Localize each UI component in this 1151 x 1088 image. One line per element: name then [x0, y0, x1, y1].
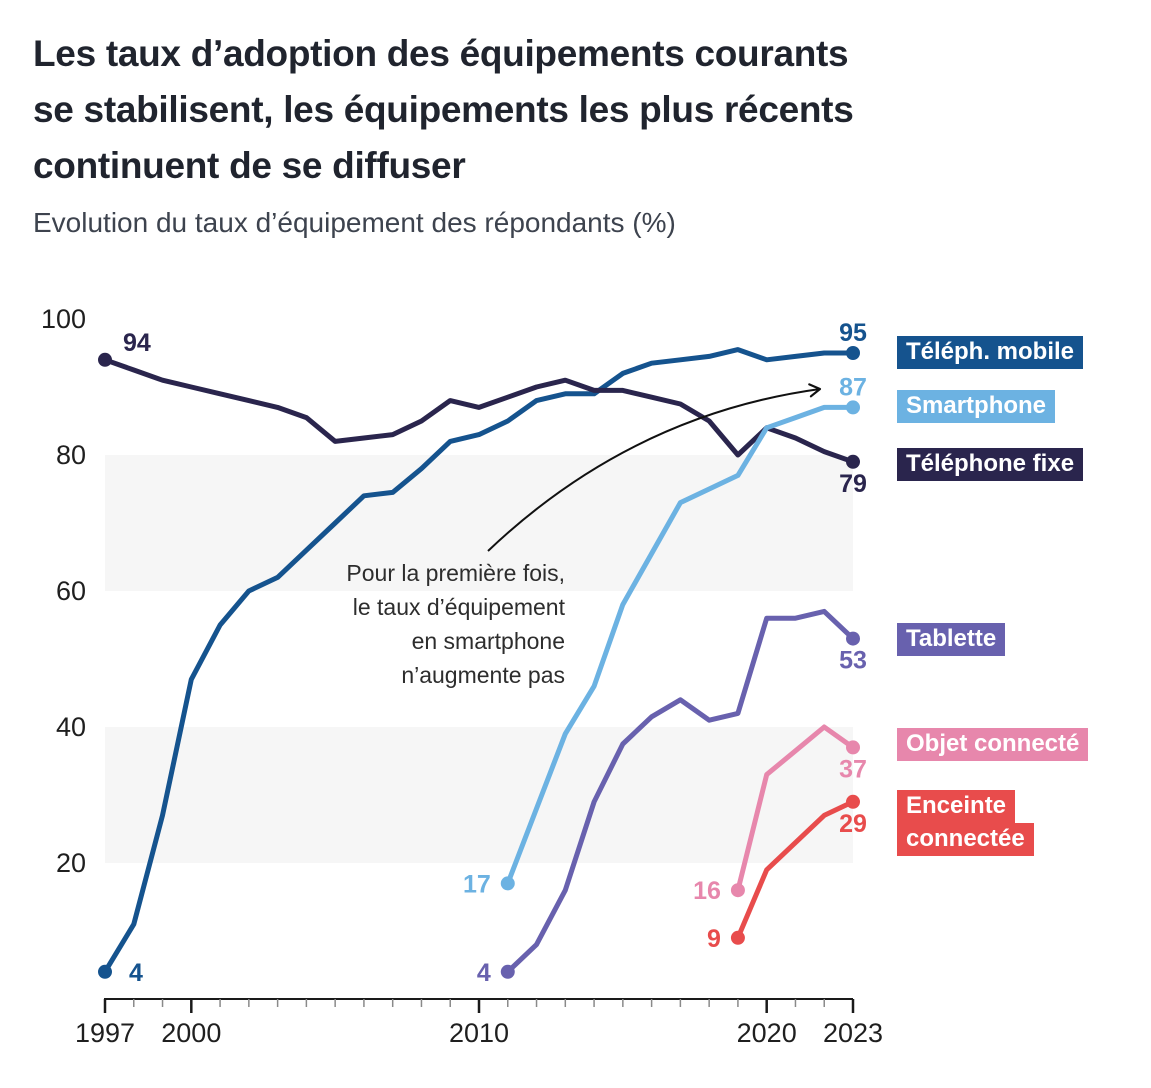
- series-endpoints: [98, 346, 860, 979]
- series-line-tablette: [505, 608, 856, 975]
- end-value-label-tablette: 53: [839, 647, 867, 675]
- y-tick-label: 100: [41, 304, 86, 334]
- legend-smartphone: Smartphone: [897, 390, 1056, 423]
- y-tick-label: 20: [56, 848, 86, 878]
- series-end-dot-telephone-fixe: [846, 454, 860, 469]
- axes: 1997 2000 2010 2020 2023 100 80 60 40 20: [41, 304, 883, 1048]
- x-tick-label: 2023: [823, 1018, 883, 1048]
- band-20-40: [105, 727, 853, 863]
- series-start-dot-objet-connecte: [730, 883, 745, 898]
- series-line-objet-connecte: [735, 724, 856, 893]
- series-line-smartphone: [505, 404, 856, 886]
- legend-tablette: Tablette: [897, 623, 1006, 656]
- series-end-dot-enceinte-connectee: [846, 794, 860, 809]
- end-value-label-smartphone: 87: [839, 373, 867, 401]
- end-value-label-objet-connecte: 37: [839, 755, 867, 783]
- series-end-dot-telephone-mobile: [846, 346, 860, 360]
- start-value-label-objet-connecte: 16: [693, 877, 721, 905]
- legend-label: Objet connecté: [897, 728, 1089, 761]
- series-line-enceinte-connectee: [735, 799, 856, 941]
- start-value-label-telephone-fixe: 94: [123, 329, 151, 357]
- annotation-text: Pour la première fois, le taux d’équipem…: [346, 560, 565, 688]
- end-value-label-telephone-fixe: 79: [839, 470, 867, 498]
- legend-objet-connecte: Objet connecté: [897, 728, 1089, 761]
- legend-label: Enceinte: [897, 790, 1016, 823]
- series-end-dot-smartphone: [846, 400, 860, 415]
- y-tick-label: 40: [56, 712, 86, 742]
- series-start-dot-telephone-fixe: [98, 352, 112, 367]
- legend-label: connectée: [897, 823, 1034, 856]
- page-subtitle: Evolution du taux d’équipement des répon…: [33, 207, 676, 238]
- page-title: Les taux d’adoption des équipements cour…: [33, 33, 854, 186]
- start-value-label-telephone-mobile: 4: [129, 959, 143, 987]
- value-labels: 4 95 94 79 17 87 4 53 16 37 9 29: [123, 319, 867, 987]
- x-tick-label: 2010: [449, 1018, 509, 1048]
- series-end-dot-objet-connecte: [846, 740, 860, 755]
- legend-telephone-mobile: Téléph. mobile: [897, 336, 1084, 369]
- annotation-arrow: [487, 383, 822, 552]
- series-start-dot-tablette: [500, 964, 515, 979]
- series-line-telephone-mobile: [102, 347, 856, 975]
- series-start-dot-enceinte-connectee: [730, 930, 745, 945]
- series-start-dot-telephone-mobile: [98, 964, 112, 979]
- x-tick-label: 1997: [75, 1018, 135, 1048]
- y-tick-label: 80: [56, 440, 86, 470]
- end-value-label-telephone-mobile: 95: [839, 319, 867, 347]
- x-tick-label: 2020: [737, 1018, 797, 1048]
- legend-label: Téléph. mobile: [897, 336, 1084, 369]
- legend-label: Tablette: [897, 623, 1006, 656]
- legend-telephone-fixe: Téléphone fixe: [897, 448, 1084, 481]
- series-lines: [102, 347, 856, 975]
- series-line-telephone-fixe: [102, 357, 856, 465]
- series-end-dot-tablette: [846, 631, 860, 646]
- legend-enceinte-connectee: Enceinte connectée: [897, 790, 1034, 856]
- end-value-label-enceinte-connectee: 29: [839, 810, 867, 838]
- legend-label: Smartphone: [897, 390, 1056, 423]
- start-value-label-smartphone: 17: [463, 870, 491, 898]
- start-value-label-tablette: 4: [477, 959, 491, 987]
- start-value-label-enceinte-connectee: 9: [707, 925, 721, 953]
- legend-label: Téléphone fixe: [897, 448, 1084, 481]
- x-tick-label: 2000: [161, 1018, 221, 1048]
- series-start-dot-smartphone: [500, 876, 515, 891]
- y-tick-label: 60: [56, 576, 86, 606]
